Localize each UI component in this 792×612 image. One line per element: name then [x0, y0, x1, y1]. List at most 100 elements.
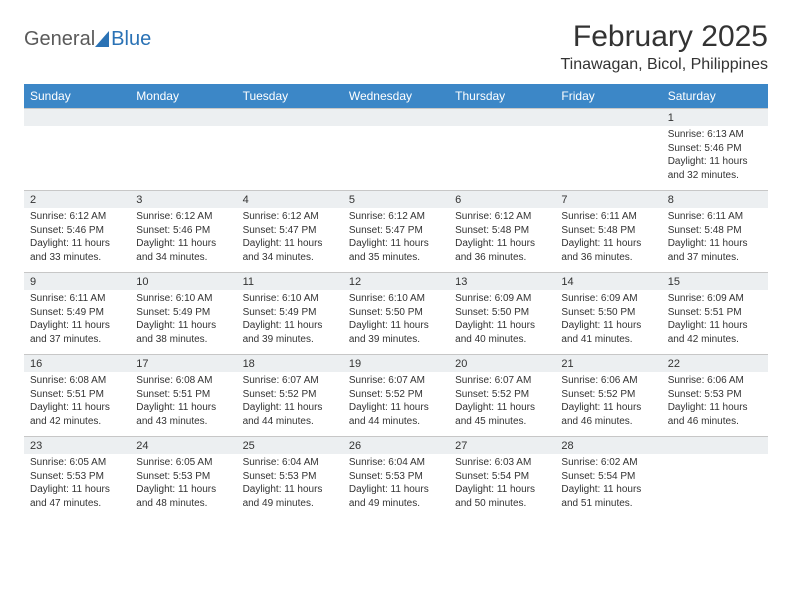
daylight-text: Daylight: 11 hours and 49 minutes.	[349, 483, 443, 510]
date-number	[555, 108, 661, 126]
daylight-text: Daylight: 11 hours and 51 minutes.	[561, 483, 655, 510]
daylight-text: Daylight: 11 hours and 33 minutes.	[30, 237, 124, 264]
title-block: February 2025 Tinawagan, Bicol, Philippi…	[560, 20, 768, 74]
day-cell: Sunrise: 6:05 AMSunset: 5:53 PMDaylight:…	[24, 454, 130, 518]
day-cell: Sunrise: 6:12 AMSunset: 5:47 PMDaylight:…	[343, 208, 449, 272]
sunset-text: Sunset: 5:51 PM	[30, 388, 124, 402]
sunset-text: Sunset: 5:49 PM	[30, 306, 124, 320]
day-cell: Sunrise: 6:13 AMSunset: 5:46 PMDaylight:…	[662, 126, 768, 190]
day-cell: Sunrise: 6:09 AMSunset: 5:50 PMDaylight:…	[449, 290, 555, 354]
date-number: 20	[449, 354, 555, 372]
day-cell: Sunrise: 6:12 AMSunset: 5:46 PMDaylight:…	[24, 208, 130, 272]
date-number: 11	[237, 272, 343, 290]
day-cell	[343, 126, 449, 190]
sunrise-text: Sunrise: 6:11 AM	[561, 210, 655, 224]
sunrise-text: Sunrise: 6:12 AM	[455, 210, 549, 224]
date-number	[449, 108, 555, 126]
day-cell	[662, 454, 768, 518]
date-number: 10	[130, 272, 236, 290]
day-cell: Sunrise: 6:04 AMSunset: 5:53 PMDaylight:…	[343, 454, 449, 518]
sunset-text: Sunset: 5:53 PM	[349, 470, 443, 484]
date-number-row: 2345678	[24, 190, 768, 208]
daylight-text: Daylight: 11 hours and 44 minutes.	[243, 401, 337, 428]
date-number: 16	[24, 354, 130, 372]
daylight-text: Daylight: 11 hours and 45 minutes.	[455, 401, 549, 428]
date-number: 7	[555, 190, 661, 208]
date-number: 5	[343, 190, 449, 208]
sunrise-text: Sunrise: 6:04 AM	[243, 456, 337, 470]
day-cell: Sunrise: 6:12 AMSunset: 5:48 PMDaylight:…	[449, 208, 555, 272]
daylight-text: Daylight: 11 hours and 35 minutes.	[349, 237, 443, 264]
location-text: Tinawagan, Bicol, Philippines	[560, 56, 768, 74]
sunset-text: Sunset: 5:50 PM	[455, 306, 549, 320]
daylight-text: Daylight: 11 hours and 32 minutes.	[668, 155, 762, 182]
sunset-text: Sunset: 5:54 PM	[561, 470, 655, 484]
date-number: 6	[449, 190, 555, 208]
date-number-row: 1	[24, 108, 768, 126]
daylight-text: Daylight: 11 hours and 38 minutes.	[136, 319, 230, 346]
calendar: Sunday Monday Tuesday Wednesday Thursday…	[24, 84, 768, 518]
weekday-label: Tuesday	[237, 84, 343, 108]
daylight-text: Daylight: 11 hours and 39 minutes.	[243, 319, 337, 346]
day-cell: Sunrise: 6:10 AMSunset: 5:50 PMDaylight:…	[343, 290, 449, 354]
date-number	[24, 108, 130, 126]
weeks-container: 1Sunrise: 6:13 AMSunset: 5:46 PMDaylight…	[24, 108, 768, 518]
day-cell: Sunrise: 6:09 AMSunset: 5:51 PMDaylight:…	[662, 290, 768, 354]
sunset-text: Sunset: 5:52 PM	[243, 388, 337, 402]
day-cell	[449, 126, 555, 190]
sunset-text: Sunset: 5:50 PM	[349, 306, 443, 320]
sunrise-text: Sunrise: 6:13 AM	[668, 128, 762, 142]
daylight-text: Daylight: 11 hours and 44 minutes.	[349, 401, 443, 428]
day-cell: Sunrise: 6:09 AMSunset: 5:50 PMDaylight:…	[555, 290, 661, 354]
date-number-row: 16171819202122	[24, 354, 768, 372]
triangle-icon	[95, 31, 109, 47]
sunrise-text: Sunrise: 6:07 AM	[455, 374, 549, 388]
sunrise-text: Sunrise: 6:11 AM	[30, 292, 124, 306]
date-number: 2	[24, 190, 130, 208]
sunrise-text: Sunrise: 6:05 AM	[30, 456, 124, 470]
daylight-text: Daylight: 11 hours and 43 minutes.	[136, 401, 230, 428]
daylight-text: Daylight: 11 hours and 47 minutes.	[30, 483, 124, 510]
brand-name-2: Blue	[111, 28, 151, 51]
date-number: 24	[130, 436, 236, 454]
date-number-row: 232425262728	[24, 436, 768, 454]
daylight-text: Daylight: 11 hours and 46 minutes.	[668, 401, 762, 428]
date-number: 25	[237, 436, 343, 454]
weekday-header: Sunday Monday Tuesday Wednesday Thursday…	[24, 84, 768, 108]
sunset-text: Sunset: 5:46 PM	[30, 224, 124, 238]
date-number: 15	[662, 272, 768, 290]
sunset-text: Sunset: 5:53 PM	[243, 470, 337, 484]
daylight-text: Daylight: 11 hours and 48 minutes.	[136, 483, 230, 510]
sunrise-text: Sunrise: 6:07 AM	[349, 374, 443, 388]
sunrise-text: Sunrise: 6:06 AM	[561, 374, 655, 388]
day-cell: Sunrise: 6:11 AMSunset: 5:48 PMDaylight:…	[555, 208, 661, 272]
date-number: 1	[662, 108, 768, 126]
sunset-text: Sunset: 5:48 PM	[455, 224, 549, 238]
sunset-text: Sunset: 5:52 PM	[561, 388, 655, 402]
daylight-text: Daylight: 11 hours and 40 minutes.	[455, 319, 549, 346]
weekday-label: Thursday	[449, 84, 555, 108]
date-data-row: Sunrise: 6:12 AMSunset: 5:46 PMDaylight:…	[24, 208, 768, 272]
sunrise-text: Sunrise: 6:12 AM	[30, 210, 124, 224]
daylight-text: Daylight: 11 hours and 37 minutes.	[668, 237, 762, 264]
calendar-page: General Blue February 2025 Tinawagan, Bi…	[0, 0, 792, 526]
day-cell: Sunrise: 6:10 AMSunset: 5:49 PMDaylight:…	[237, 290, 343, 354]
date-number: 9	[24, 272, 130, 290]
sunset-text: Sunset: 5:49 PM	[136, 306, 230, 320]
sunset-text: Sunset: 5:53 PM	[668, 388, 762, 402]
sunrise-text: Sunrise: 6:09 AM	[561, 292, 655, 306]
daylight-text: Daylight: 11 hours and 50 minutes.	[455, 483, 549, 510]
day-cell: Sunrise: 6:11 AMSunset: 5:48 PMDaylight:…	[662, 208, 768, 272]
daylight-text: Daylight: 11 hours and 46 minutes.	[561, 401, 655, 428]
date-number: 28	[555, 436, 661, 454]
sunrise-text: Sunrise: 6:09 AM	[668, 292, 762, 306]
date-number: 3	[130, 190, 236, 208]
sunset-text: Sunset: 5:51 PM	[136, 388, 230, 402]
daylight-text: Daylight: 11 hours and 42 minutes.	[668, 319, 762, 346]
sunrise-text: Sunrise: 6:12 AM	[136, 210, 230, 224]
day-cell: Sunrise: 6:04 AMSunset: 5:53 PMDaylight:…	[237, 454, 343, 518]
sunset-text: Sunset: 5:46 PM	[668, 142, 762, 156]
weekday-label: Wednesday	[343, 84, 449, 108]
sunrise-text: Sunrise: 6:12 AM	[349, 210, 443, 224]
day-cell: Sunrise: 6:08 AMSunset: 5:51 PMDaylight:…	[130, 372, 236, 436]
